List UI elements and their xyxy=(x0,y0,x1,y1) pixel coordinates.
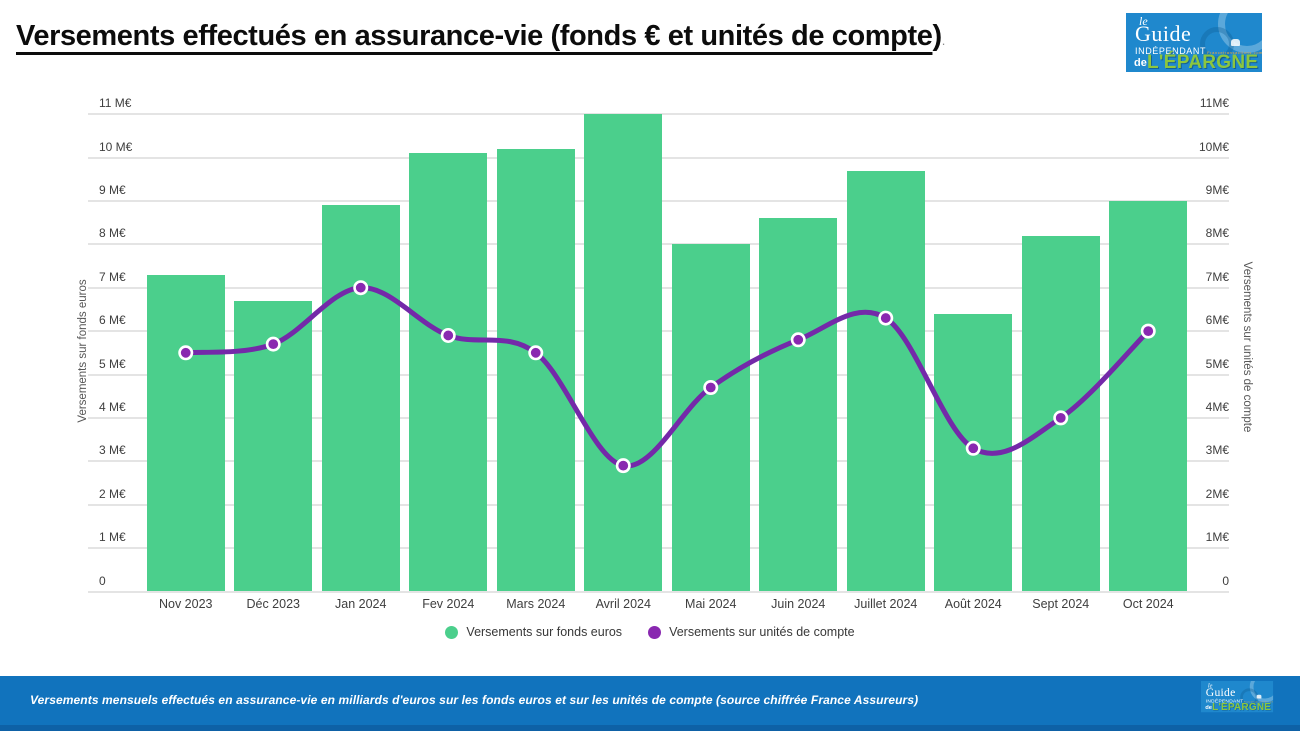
x-axis-label: Mars 2024 xyxy=(506,597,566,611)
x-axis-label: Avril 2024 xyxy=(595,597,651,611)
y-axis-label-left: 9 M€ xyxy=(99,182,126,197)
x-axis-label: Juin 2024 xyxy=(771,597,826,611)
x-axis-label: Nov 2023 xyxy=(158,597,213,611)
x-axis-label: Juillet 2024 xyxy=(854,597,918,611)
bar-Août 2024[interactable] xyxy=(934,313,1013,592)
chart-legend: Versements sur fonds euros Versements sur… xyxy=(0,625,1300,639)
bar-Sept 2024[interactable] xyxy=(1021,235,1100,592)
legend-label: Versements sur unités de compte xyxy=(669,625,855,639)
bar-Jan 2024[interactable] xyxy=(321,205,400,592)
right-axis-title: Versements sur unités de compte xyxy=(1241,261,1253,433)
bar-Déc 2023[interactable] xyxy=(234,300,313,592)
y-axis-label-right: 8M€ xyxy=(1205,226,1229,241)
logo-mini-emblem-icon xyxy=(1256,694,1262,699)
page-title: Versements effectués en assurance-vie (f… xyxy=(16,20,945,53)
y-axis-label-left: 6 M€ xyxy=(99,313,126,328)
logo-site-text: Francetransactions.com xyxy=(1243,700,1274,704)
legend-item[interactable]: Versements sur fonds euros xyxy=(445,625,622,639)
logo-le: le xyxy=(1139,14,1148,28)
y-axis-label-right: 6M€ xyxy=(1205,313,1229,328)
y-axis-label-left: 7 M€ xyxy=(99,269,126,284)
y-axis-label-left: 3 M€ xyxy=(99,443,126,458)
x-axis-label: Fev 2024 xyxy=(422,597,475,611)
page-title-period: . xyxy=(941,33,946,48)
y-axis-label-left: 11 M€ xyxy=(99,96,132,111)
x-axis-label: Août 2024 xyxy=(944,597,1002,611)
y-axis-label-left: 5 M€ xyxy=(99,356,126,371)
x-axis-label: Mai 2024 xyxy=(685,597,737,611)
logo-le: le xyxy=(1207,681,1213,689)
y-axis-label-left: 4 M€ xyxy=(99,399,126,414)
y-axis-label-left: 8 M€ xyxy=(99,226,126,241)
x-axis-label: Sept 2024 xyxy=(1032,597,1090,611)
y-axis-label-right: 11M€ xyxy=(1199,96,1229,111)
y-axis-label-right: 5M€ xyxy=(1205,356,1229,371)
y-axis-label-right: 4M€ xyxy=(1205,399,1229,414)
page-title-text: Versements effectués en assurance-vie (f… xyxy=(16,20,933,52)
footer-band: Versements mensuels effectués en assuran… xyxy=(0,676,1300,731)
gridline xyxy=(88,590,1229,593)
logo-guide: Guide xyxy=(1135,21,1192,46)
logo-epargne: L'ÉPARGNE xyxy=(1147,52,1259,72)
y-axis-label-left: 1 M€ xyxy=(99,530,126,545)
bar-Mars 2024[interactable] xyxy=(496,148,575,592)
logo-guide: Guide xyxy=(1205,685,1236,699)
y-axis-label-right: 1M€ xyxy=(1205,530,1229,545)
y-axis-label-right: 0 xyxy=(1222,573,1229,588)
left-axis-title: Versements sur fonds euros xyxy=(77,279,89,423)
bar-Juin 2024[interactable] xyxy=(759,218,838,592)
x-axis-label: Oct 2024 xyxy=(1122,597,1174,611)
logo-site-text: Francetransactions.com xyxy=(1207,50,1262,55)
logo-de: de xyxy=(1134,57,1147,69)
x-axis-label: Jan 2024 xyxy=(335,597,387,611)
y-axis-label-left: 2 M€ xyxy=(99,486,126,501)
bar-Avril 2024[interactable] xyxy=(584,114,663,592)
footer-logo-box: le Guide INDÉPENDANTFrancetransactions.c… xyxy=(1201,681,1274,714)
footer-caption: Versements mensuels effectués en assuran… xyxy=(30,693,919,707)
y-axis-label-left: 0 xyxy=(99,573,106,588)
page-title-paren: ) xyxy=(932,20,942,52)
y-axis-label-right: 7M€ xyxy=(1205,269,1229,284)
y-axis-label-left: 10 M€ xyxy=(99,139,133,154)
logo-epargne: L'ÉPARGNE xyxy=(1212,701,1272,713)
legend-item[interactable]: Versements sur unités de compte xyxy=(648,625,855,639)
bar-Juillet 2024[interactable] xyxy=(846,170,925,592)
logo-de: de xyxy=(1205,704,1213,711)
y-axis-label-right: 2M€ xyxy=(1205,486,1229,501)
logo-independant: INDÉPENDANTFrancetransactions.com xyxy=(1135,46,1262,56)
legend-dot-icon xyxy=(445,625,459,639)
brand-logo[interactable]: le Guide INDÉPENDANTFrancetransactions.c… xyxy=(1126,13,1262,72)
y-axis-label-right: 9M€ xyxy=(1205,182,1229,197)
legend-dot-icon xyxy=(648,625,662,639)
y-axis-label-right: 10M€ xyxy=(1198,139,1229,154)
bar-Mai 2024[interactable] xyxy=(671,244,750,592)
y-axis-label-right: 3M€ xyxy=(1205,443,1229,458)
logo-independant: INDÉPENDANTFrancetransactions.com xyxy=(1205,698,1274,704)
bar-Fev 2024[interactable] xyxy=(409,153,488,592)
logo-mini-emblem-icon xyxy=(1231,39,1240,46)
brand-logo-small[interactable]: le Guide INDÉPENDANTFrancetransactions.c… xyxy=(1201,681,1274,713)
legend-label: Versements sur fonds euros xyxy=(466,625,623,639)
x-axis-label: Déc 2023 xyxy=(246,597,300,611)
